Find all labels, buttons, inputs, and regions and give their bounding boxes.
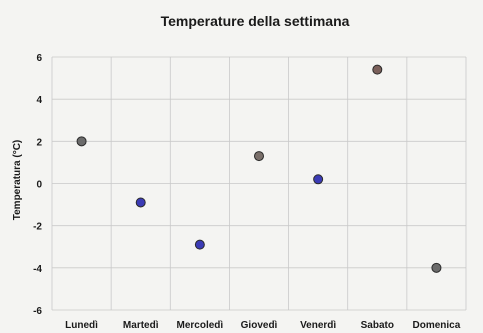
data-point bbox=[194, 239, 205, 250]
chart-title: Temperature della settimana bbox=[161, 13, 350, 29]
data-point bbox=[372, 64, 383, 75]
x-tick-label: Giovedì bbox=[241, 320, 278, 331]
y-tick-label: 6 bbox=[36, 53, 42, 64]
y-tick-label: -4 bbox=[33, 264, 42, 275]
data-point bbox=[313, 174, 324, 185]
x-tick-label: Mercoledì bbox=[177, 320, 224, 331]
x-tick-label: Domenica bbox=[413, 320, 461, 331]
data-point bbox=[254, 151, 264, 162]
data-points bbox=[76, 64, 442, 273]
grid bbox=[51, 56, 467, 311]
x-tick-labels: Lunedì Martedì Mercoledì Giovedì Venerdì Saba… bbox=[65, 320, 461, 331]
x-tick-label: Lunedì bbox=[65, 320, 98, 331]
y-tick-label: -2 bbox=[33, 222, 42, 233]
y-tick-label: -6 bbox=[33, 306, 42, 317]
x-tick-label: Martedì bbox=[123, 320, 159, 331]
data-point bbox=[135, 197, 146, 208]
y-tick-labels: 6 4 2 0 -2 -4 -6 bbox=[33, 53, 42, 317]
data-point bbox=[76, 136, 87, 147]
y-axis-label: Temperatura (°C) bbox=[12, 140, 23, 221]
y-tick-label: 4 bbox=[36, 95, 42, 106]
data-point bbox=[431, 262, 442, 273]
x-tick-label: Venerdì bbox=[300, 320, 336, 331]
y-tick-label: 0 bbox=[36, 180, 42, 191]
x-tick-label: Sabato bbox=[361, 320, 394, 331]
y-tick-label: 2 bbox=[36, 137, 42, 148]
